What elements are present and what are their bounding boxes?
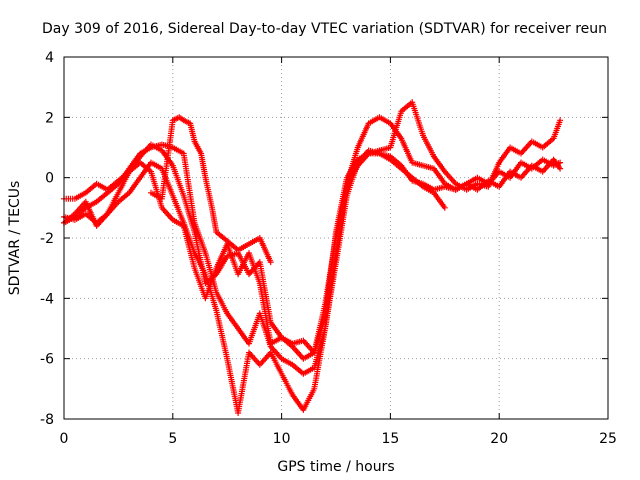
x-axis-label: GPS time / hours	[277, 459, 394, 475]
y-tick-label: -6	[40, 352, 54, 368]
y-tick-label: 2	[45, 110, 54, 126]
plot-area	[61, 99, 564, 416]
x-tick-label: 0	[60, 431, 69, 447]
y-axis-label: SDTVAR / TECUs	[7, 181, 23, 296]
series-track-2	[61, 141, 564, 377]
data-point-markers	[61, 141, 564, 377]
y-tick-label: -8	[40, 412, 54, 428]
axes: 0 5 10 15 20 25 -8 -6 -4 -2 0 2 4	[40, 50, 617, 447]
y-tick-label: -4	[40, 291, 54, 307]
y-tick-label: -2	[40, 231, 54, 247]
y-tick-label: 4	[45, 50, 54, 66]
x-tick-label: 20	[490, 431, 508, 447]
y-tick-label: 0	[45, 171, 54, 187]
chart-title: Day 309 of 2016, Sidereal Day-to-day VTE…	[42, 21, 607, 37]
series-track-5	[148, 114, 274, 266]
x-tick-label: 5	[168, 431, 177, 447]
x-tick-label: 15	[381, 431, 399, 447]
x-tick-label: 10	[273, 431, 291, 447]
series-track-4	[61, 99, 564, 362]
x-tick-label: 25	[599, 431, 617, 447]
data-point-markers	[61, 99, 564, 362]
data-point-markers	[148, 114, 274, 266]
